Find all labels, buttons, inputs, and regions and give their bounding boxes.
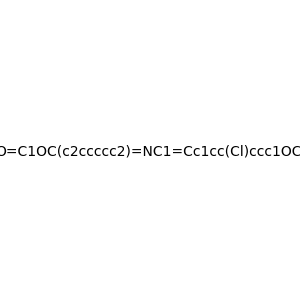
Text: O=C1OC(c2ccccc2)=NC1=Cc1cc(Cl)ccc1OCC: O=C1OC(c2ccccc2)=NC1=Cc1cc(Cl)ccc1OCC: [0, 145, 300, 158]
